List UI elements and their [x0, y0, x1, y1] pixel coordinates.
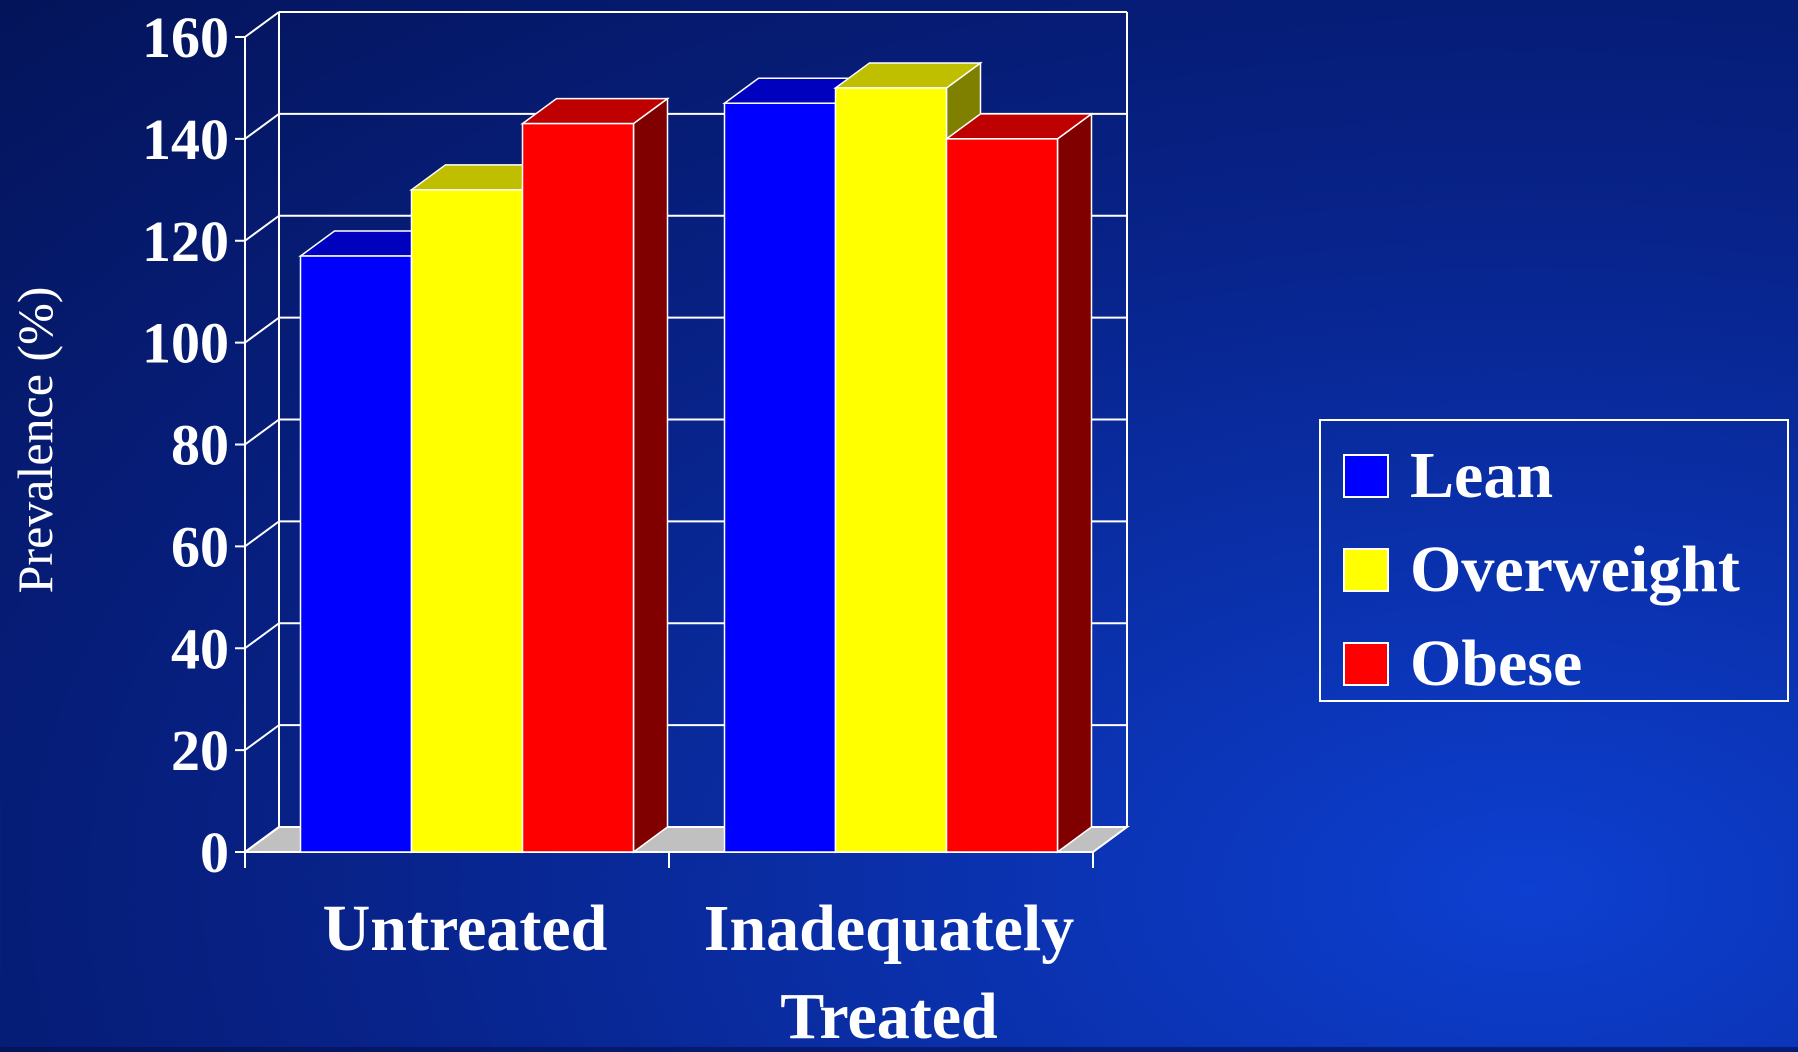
side-gridline — [244, 622, 280, 650]
bar-obese — [521, 122, 635, 853]
side-gridline — [244, 11, 280, 38]
y-axis-title: Prevalence (%) — [7, 287, 63, 594]
side-gridline — [244, 214, 280, 242]
bar-side-obese — [1056, 112, 1093, 854]
side-gridline — [244, 826, 280, 853]
y-tick-label: 140 — [142, 107, 229, 172]
bar-overweight — [834, 87, 948, 853]
legend-label-obese: Obese — [1410, 627, 1582, 700]
legend-swatch-lean — [1343, 454, 1389, 498]
legend-swatch-obese — [1343, 642, 1389, 686]
y-tick-label: 160 — [142, 5, 229, 70]
legend: Lean Overweight Obese — [1319, 419, 1789, 702]
y-tick-label: 60 — [171, 514, 229, 579]
x-category-label: Inadequately — [704, 892, 1074, 965]
y-tick-label: 0 — [200, 820, 229, 885]
legend-label-lean: Lean — [1410, 439, 1553, 512]
side-gridline — [244, 724, 280, 751]
legend-box — [1319, 419, 1789, 702]
x-category-label: Untreated — [323, 892, 608, 965]
y-tick-label: 100 — [142, 311, 229, 376]
side-gridline — [244, 113, 280, 140]
y-tick-label: 120 — [142, 209, 229, 274]
legend-label-overweight: Overweight — [1410, 533, 1740, 606]
axis-labels: 0 20 40 60 80 100 120 140 160 Untreated Inadequate… — [7, 5, 1074, 1052]
bar-side-obese — [632, 97, 669, 854]
bar-lean — [723, 102, 837, 853]
bar-obese — [945, 138, 1059, 853]
side-gridline — [244, 520, 280, 548]
bar-overweight — [410, 189, 524, 853]
x-category-label: Treated — [780, 980, 998, 1047]
y-tick-label: 20 — [171, 718, 229, 783]
legend-swatch-overweight — [1343, 548, 1389, 592]
side-gridline — [244, 316, 280, 344]
bar-lean — [299, 255, 413, 853]
y-tick-label: 80 — [171, 413, 229, 478]
bars — [298, 61, 1094, 854]
y-tick-label: 40 — [171, 616, 229, 681]
side-gridline — [244, 418, 280, 446]
